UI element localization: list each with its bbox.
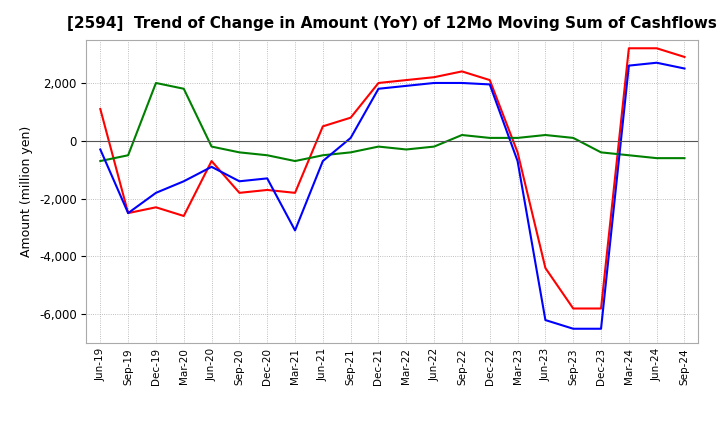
Title: [2594]  Trend of Change in Amount (YoY) of 12Mo Moving Sum of Cashflows: [2594] Trend of Change in Amount (YoY) o… [68,16,717,32]
Free Cashflow [597,326,606,331]
Operating Cashflow [458,69,467,74]
Investing Cashflow [152,81,161,86]
Free Cashflow [96,147,104,152]
Investing Cashflow [680,155,689,161]
Investing Cashflow [318,153,327,158]
Investing Cashflow [96,158,104,164]
Investing Cashflow [430,144,438,149]
Free Cashflow [124,210,132,216]
Investing Cashflow [485,135,494,140]
Operating Cashflow [207,158,216,164]
Free Cashflow [346,135,355,140]
Investing Cashflow [235,150,243,155]
Line: Operating Cashflow: Operating Cashflow [100,48,685,308]
Free Cashflow [207,164,216,169]
Free Cashflow [291,228,300,233]
Operating Cashflow [291,190,300,195]
Free Cashflow [318,158,327,164]
Investing Cashflow [513,135,522,140]
Investing Cashflow [291,158,300,164]
Operating Cashflow [680,54,689,59]
Operating Cashflow [346,115,355,120]
Investing Cashflow [569,135,577,140]
Free Cashflow [263,176,271,181]
Free Cashflow [374,86,383,92]
Investing Cashflow [179,86,188,92]
Free Cashflow [402,83,410,88]
Investing Cashflow [124,153,132,158]
Operating Cashflow [652,46,661,51]
Investing Cashflow [402,147,410,152]
Free Cashflow [541,317,550,323]
Free Cashflow [430,81,438,86]
Free Cashflow [458,81,467,86]
Free Cashflow [652,60,661,66]
Free Cashflow [569,326,577,331]
Operating Cashflow [402,77,410,83]
Operating Cashflow [374,81,383,86]
Operating Cashflow [597,306,606,311]
Investing Cashflow [652,155,661,161]
Operating Cashflow [569,306,577,311]
Operating Cashflow [263,187,271,193]
Operating Cashflow [318,124,327,129]
Free Cashflow [624,63,633,68]
Operating Cashflow [541,265,550,271]
Line: Free Cashflow: Free Cashflow [100,63,685,329]
Free Cashflow [179,179,188,184]
Investing Cashflow [458,132,467,138]
Operating Cashflow [513,150,522,155]
Operating Cashflow [152,205,161,210]
Free Cashflow [152,190,161,195]
Operating Cashflow [430,74,438,80]
Investing Cashflow [597,150,606,155]
Operating Cashflow [485,77,494,83]
Operating Cashflow [96,106,104,112]
Investing Cashflow [541,132,550,138]
Investing Cashflow [374,144,383,149]
Free Cashflow [680,66,689,71]
Operating Cashflow [624,46,633,51]
Investing Cashflow [624,153,633,158]
Investing Cashflow [263,153,271,158]
Investing Cashflow [346,150,355,155]
Investing Cashflow [207,144,216,149]
Operating Cashflow [179,213,188,219]
Line: Investing Cashflow: Investing Cashflow [100,83,685,161]
Free Cashflow [485,82,494,87]
Operating Cashflow [124,210,132,216]
Operating Cashflow [235,190,243,195]
Y-axis label: Amount (million yen): Amount (million yen) [20,126,33,257]
Free Cashflow [513,158,522,164]
Free Cashflow [235,179,243,184]
